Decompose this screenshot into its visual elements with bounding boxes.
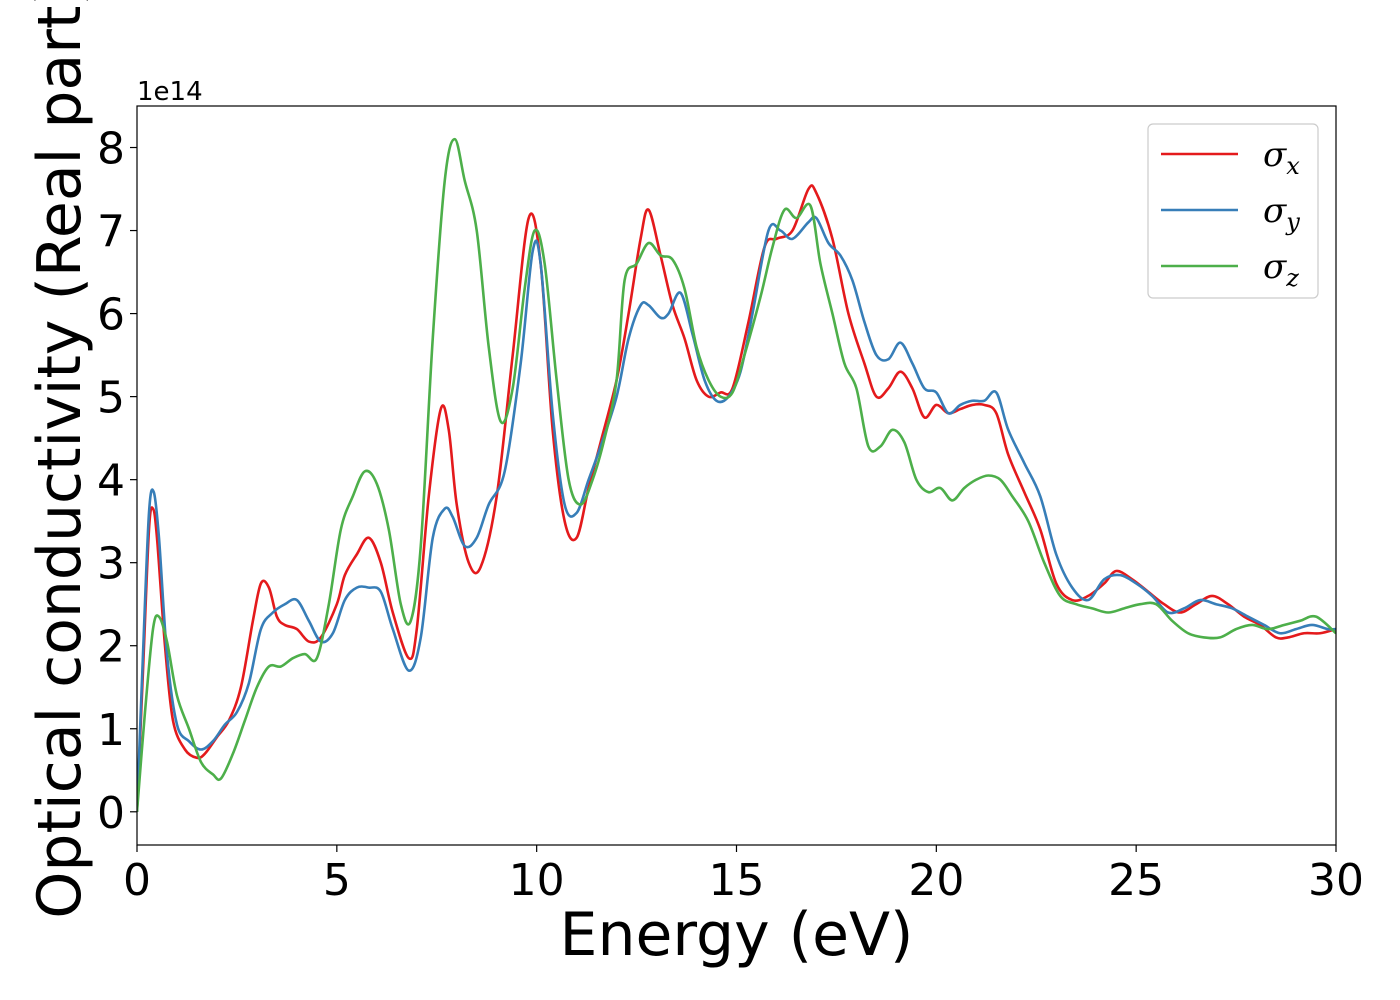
legend-symbol: σ: [1263, 247, 1287, 287]
y-tick-label: 0: [97, 788, 125, 839]
y-tick-label: 6: [97, 290, 125, 341]
x-tick-label: 30: [1308, 855, 1364, 906]
legend-subscript: z: [1285, 264, 1299, 292]
legend-label-z: σz: [1263, 247, 1299, 292]
series-lines: [137, 137, 1336, 812]
legend-symbol: σ: [1263, 135, 1287, 175]
x-tick-label: 5: [323, 855, 351, 906]
x-tick-label: 20: [908, 855, 964, 906]
y-tick-label: 1: [97, 705, 125, 756]
legend-symbol: σ: [1263, 191, 1287, 231]
series-line-x: [137, 184, 1336, 812]
series-line-y: [137, 215, 1336, 812]
y-tick-label: 7: [97, 207, 125, 258]
y-tick-label: 5: [97, 373, 125, 424]
y-axis-title: Optical conductivity (Real part): [25, 0, 95, 919]
legend-label-x: σx: [1263, 135, 1300, 180]
series-line-z: [137, 137, 1336, 812]
legend-subscript: y: [1285, 208, 1300, 236]
y-tick-label: 3: [97, 539, 125, 590]
x-tick-label: 10: [509, 855, 565, 906]
y-tick-label: 2: [97, 622, 125, 673]
y-offset-label: 1e14: [137, 77, 203, 107]
plot-frame: [136, 105, 1337, 846]
x-tick-label: 0: [123, 855, 151, 906]
x-tick-label: 25: [1108, 855, 1164, 906]
x-axis-title: Energy (eV): [560, 900, 914, 970]
y-tick-label: 4: [97, 456, 125, 507]
axes: 0 5 10 15 20 25 30 0 1 2 3 4 5 6 7 8: [97, 124, 1364, 906]
y-tick-label: 8: [97, 124, 125, 175]
legend-label-y: σy: [1263, 191, 1300, 236]
legend-subscript: x: [1286, 152, 1300, 180]
x-tick-label: 15: [709, 855, 765, 906]
